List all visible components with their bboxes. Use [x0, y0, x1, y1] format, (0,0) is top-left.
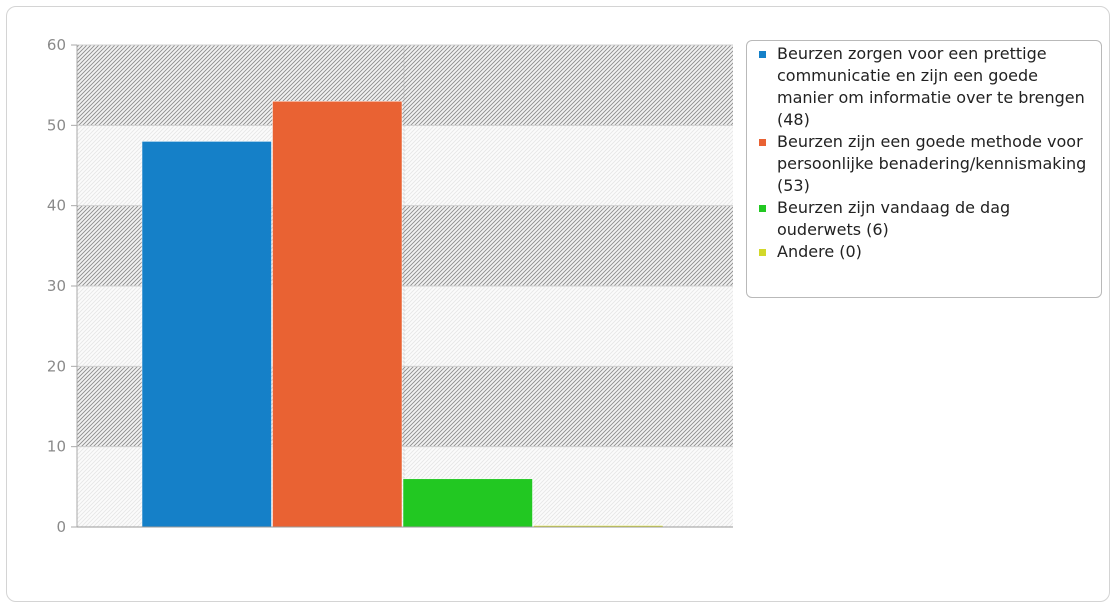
legend-label: Beurzen zorgen voor een prettige communi… [777, 44, 1085, 129]
legend-label: Beurzen zijn een goede methode voor pers… [777, 132, 1087, 195]
y-tick-label: 60 [47, 36, 66, 54]
y-tick-label: 50 [47, 116, 66, 134]
legend-item: Beurzen zorgen voor een prettige communi… [753, 43, 1095, 131]
bar [141, 141, 272, 528]
legend: Beurzen zorgen voor een prettige communi… [746, 40, 1102, 298]
legend-label: Andere (0) [777, 242, 862, 261]
legend-item: Andere (0) [753, 241, 1095, 263]
legend-swatch [759, 249, 766, 256]
bars [141, 100, 664, 528]
legend-label: Beurzen zijn vandaag de dag ouderwets (6… [777, 198, 1011, 239]
legend-swatch [759, 51, 766, 58]
legend-item: Beurzen zijn vandaag de dag ouderwets (6… [753, 197, 1095, 241]
y-tick-label: 0 [56, 518, 66, 536]
y-tick-label: 40 [47, 197, 66, 215]
bar [272, 100, 403, 528]
legend-swatch [759, 205, 766, 212]
y-axis-ticks: 0 10 20 30 40 50 60 [47, 36, 77, 536]
grid-band [77, 45, 733, 126]
bar [402, 478, 533, 528]
y-tick-label: 20 [47, 357, 66, 375]
legend-swatch [759, 139, 766, 146]
y-tick-label: 30 [47, 277, 66, 295]
y-tick-label: 10 [47, 438, 66, 456]
legend-item: Beurzen zijn een goede methode voor pers… [753, 131, 1095, 197]
